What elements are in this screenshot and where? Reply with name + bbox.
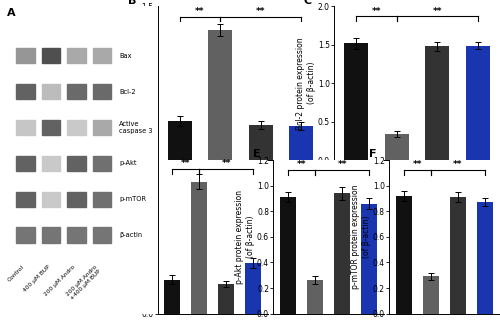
Text: 400: 400: [471, 181, 484, 188]
Text: 0: 0: [394, 200, 399, 206]
Text: p-Akt: p-Akt: [120, 160, 137, 166]
Bar: [42, 156, 60, 171]
Bar: [450, 197, 466, 314]
Text: 200 μM Andro
+400 μM BUP: 200 μM Andro +400 μM BUP: [66, 264, 102, 301]
Text: 400: 400: [214, 181, 227, 188]
Text: Andro (μM): Andro (μM): [334, 200, 373, 206]
Text: 0: 0: [258, 181, 263, 188]
Text: **: **: [453, 160, 462, 170]
Bar: [361, 204, 377, 314]
Text: β-actin: β-actin: [120, 232, 142, 238]
Bar: [93, 120, 111, 135]
Text: **: **: [181, 159, 190, 168]
Bar: [245, 263, 262, 314]
Text: p-mTOR: p-mTOR: [120, 196, 146, 202]
Bar: [16, 84, 34, 99]
Text: **: **: [196, 7, 205, 16]
Bar: [16, 192, 34, 207]
Text: **: **: [412, 160, 422, 170]
Bar: [248, 125, 273, 160]
Text: 0: 0: [218, 200, 222, 206]
Text: 400 μM BUP: 400 μM BUP: [22, 264, 51, 293]
Text: BUP (μM): BUP (μM): [334, 181, 366, 188]
Text: 200: 200: [254, 200, 268, 206]
Text: E: E: [254, 149, 261, 159]
Y-axis label: Bcl-2 protein expression
(of β-actin): Bcl-2 protein expression (of β-actin): [296, 37, 316, 130]
Text: **: **: [256, 7, 266, 16]
Text: F: F: [369, 149, 376, 159]
Bar: [42, 84, 60, 99]
Text: **: **: [372, 7, 381, 16]
Bar: [307, 280, 323, 314]
Bar: [334, 193, 350, 314]
Bar: [164, 280, 180, 314]
Text: 0: 0: [435, 181, 440, 188]
Bar: [93, 192, 111, 207]
Text: 0: 0: [178, 200, 182, 206]
Bar: [42, 192, 60, 207]
Bar: [218, 284, 234, 314]
Bar: [280, 197, 296, 314]
Bar: [42, 120, 60, 135]
Text: 0: 0: [354, 181, 358, 188]
Text: 200: 200: [294, 200, 308, 206]
Bar: [476, 202, 493, 314]
Bar: [466, 45, 490, 160]
Bar: [16, 48, 34, 63]
Y-axis label: p-mTOR protein expression
(of β-actin): p-mTOR protein expression (of β-actin): [352, 185, 370, 289]
Bar: [68, 192, 86, 207]
Bar: [68, 120, 86, 135]
Text: B: B: [128, 0, 136, 6]
Bar: [425, 46, 450, 160]
Bar: [168, 121, 192, 160]
Bar: [42, 228, 60, 243]
Text: **: **: [338, 160, 347, 170]
Bar: [68, 228, 86, 243]
Text: Andro (μM): Andro (μM): [158, 200, 196, 206]
Text: 200: 200: [471, 200, 484, 206]
Text: **: **: [222, 159, 231, 168]
Text: Bax: Bax: [120, 53, 132, 59]
Bar: [42, 48, 60, 63]
Y-axis label: p-Akt protein expression
(of β-actin): p-Akt protein expression (of β-actin): [236, 190, 255, 284]
Text: 0: 0: [354, 200, 358, 206]
Bar: [16, 228, 34, 243]
Text: Active
caspase 3: Active caspase 3: [120, 121, 153, 134]
Bar: [396, 196, 412, 314]
Bar: [93, 84, 111, 99]
Text: **: **: [432, 7, 442, 16]
Bar: [68, 48, 86, 63]
Bar: [208, 30, 233, 160]
Y-axis label: Bax protein expression
(of β-actin): Bax protein expression (of β-actin): [120, 39, 139, 127]
Text: **: **: [297, 160, 306, 170]
Bar: [423, 276, 439, 314]
Bar: [289, 126, 314, 160]
Text: 200 μM Andro: 200 μM Andro: [44, 264, 76, 297]
Bar: [16, 156, 34, 171]
Bar: [191, 181, 208, 314]
Bar: [93, 228, 111, 243]
Text: 400: 400: [294, 181, 308, 188]
Bar: [93, 156, 111, 171]
Text: D: D: [138, 149, 147, 159]
Bar: [93, 48, 111, 63]
Bar: [384, 134, 409, 160]
Text: C: C: [304, 0, 312, 6]
Bar: [16, 120, 34, 135]
Bar: [68, 156, 86, 171]
Bar: [68, 84, 86, 99]
Text: 0: 0: [178, 181, 182, 188]
Text: Bcl-2: Bcl-2: [120, 89, 136, 95]
Text: 400: 400: [390, 181, 404, 188]
Y-axis label: Active caspase 3 protein
expression(of β-actin): Active caspase 3 protein expression(of β…: [120, 190, 139, 284]
Bar: [344, 43, 368, 160]
Text: Control: Control: [7, 264, 26, 283]
Text: A: A: [6, 8, 15, 18]
Text: 200: 200: [430, 200, 444, 206]
Text: BUP (μM): BUP (μM): [158, 181, 190, 188]
